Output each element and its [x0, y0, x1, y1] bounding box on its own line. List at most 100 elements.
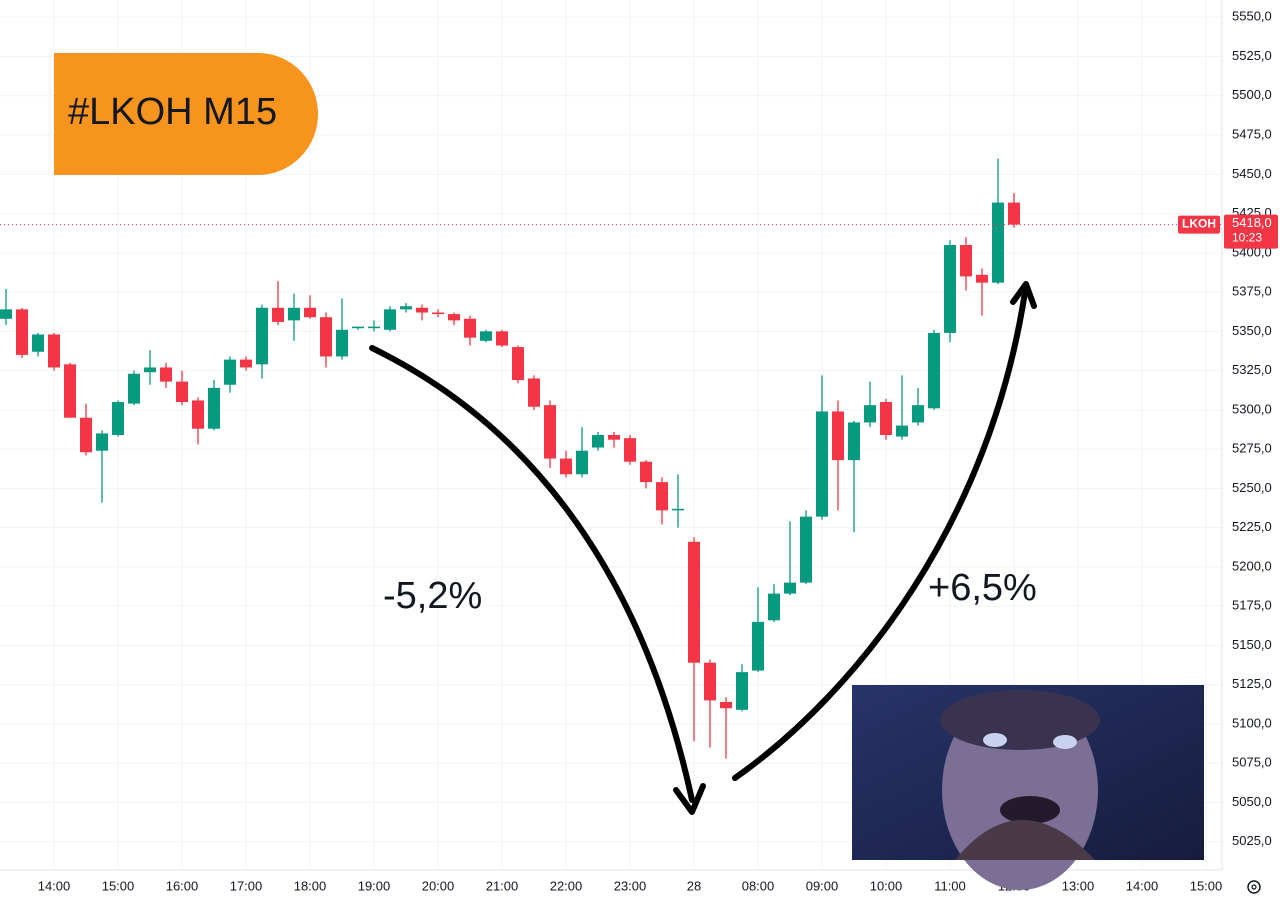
- photo-mouth: [1000, 796, 1060, 824]
- candle-body: [32, 334, 44, 352]
- candle-body: [656, 482, 668, 511]
- candle-body: [784, 582, 796, 594]
- symbol-label: LKOH: [1182, 217, 1216, 231]
- candle-body: [960, 244, 972, 277]
- y-tick-label: 5175,0: [1232, 598, 1272, 613]
- candle-body: [576, 450, 588, 475]
- y-tick-label: 5525,0: [1232, 48, 1272, 63]
- candle-body: [304, 307, 316, 318]
- candle-body: [288, 307, 300, 321]
- candle-body: [112, 402, 124, 435]
- candle-body: [368, 326, 380, 329]
- candle-body: [320, 317, 332, 357]
- candle-body: [96, 433, 108, 451]
- photo-eye: [1053, 735, 1077, 749]
- candle-body: [864, 405, 876, 423]
- candle-body: [880, 402, 892, 435]
- candles: [0, 158, 1222, 759]
- title-badge: [54, 53, 318, 175]
- candle-body: [352, 326, 364, 329]
- y-tick-label: 5500,0: [1232, 87, 1272, 102]
- x-tick-label: 13:00: [1062, 878, 1095, 893]
- x-tick-label: 17:00: [230, 878, 263, 893]
- x-tick-label: 23:00: [614, 878, 647, 893]
- candle-body: [160, 367, 172, 382]
- candle-body: [688, 541, 700, 663]
- y-tick-label: 5300,0: [1232, 401, 1272, 416]
- candle-body: [208, 387, 220, 429]
- y-tick-label: 5550,0: [1232, 9, 1272, 24]
- y-tick-label: 5200,0: [1232, 558, 1272, 573]
- settings-icon-center: [1251, 884, 1257, 890]
- photo-eye: [983, 733, 1007, 747]
- y-tick-label: 5475,0: [1232, 126, 1272, 141]
- price-badge: [1224, 214, 1278, 249]
- candle-body: [176, 381, 188, 403]
- candle-body: [816, 411, 828, 517]
- candle-body: [752, 621, 764, 671]
- y-tick-label: 5375,0: [1232, 284, 1272, 299]
- candle-body: [944, 244, 956, 333]
- y-tick-label: 5125,0: [1232, 676, 1272, 691]
- photo: [852, 685, 1204, 890]
- candle-body: [832, 411, 844, 461]
- candle-body: [416, 307, 428, 313]
- chart-title: #LKOH M15: [68, 91, 277, 133]
- drop-arrow: [369, 345, 695, 803]
- candle-body: [224, 359, 236, 385]
- x-tick-label: 15:00: [1190, 878, 1223, 893]
- candle-body: [976, 274, 988, 283]
- x-tick-label: 10:00: [870, 878, 903, 893]
- x-tick-label: 22:00: [550, 878, 583, 893]
- x-tick-label: 16:00: [166, 878, 199, 893]
- candle-body: [192, 400, 204, 429]
- candle-body: [64, 364, 76, 418]
- candle-body: [464, 318, 476, 338]
- candle-body: [800, 516, 812, 583]
- rise-arrow-head: [1010, 281, 1037, 309]
- x-tick-label: 11:00: [934, 878, 966, 893]
- candle-body: [144, 367, 156, 373]
- candle-body: [608, 435, 620, 440]
- axis-labels: 5025,0 5050,0 5075,0 5100,0 5125,0 5150,0 5175…: [38, 9, 1278, 893]
- candle-body: [128, 373, 140, 404]
- candle-body: [400, 306, 412, 310]
- x-tick-label: 21:00: [486, 878, 519, 893]
- drop-arrow-head: [673, 783, 706, 815]
- candle-body: [592, 435, 604, 448]
- x-tick-label: 09:00: [806, 878, 839, 893]
- candle-body: [544, 405, 556, 459]
- y-tick-label: 5325,0: [1232, 362, 1272, 377]
- y-tick-label: 5450,0: [1232, 166, 1272, 181]
- x-tick-label: 15:00: [102, 878, 135, 893]
- price-label: 5418,0: [1232, 215, 1272, 230]
- time-label: 10:23: [1232, 231, 1262, 245]
- x-tick-label: 20:00: [422, 878, 455, 893]
- candle-body: [448, 314, 460, 321]
- settings-icon[interactable]: [1247, 880, 1261, 894]
- candle-body: [912, 405, 924, 423]
- candle-body: [432, 312, 444, 315]
- candle-body: [336, 329, 348, 357]
- photo-beard: [955, 820, 1095, 860]
- x-tick-label: 19:00: [358, 878, 391, 893]
- candle-body: [848, 422, 860, 461]
- x-tick-label: 14:00: [38, 878, 71, 893]
- candle-body: [1008, 202, 1020, 225]
- y-tick-label: 5025,0: [1232, 833, 1272, 848]
- candle-body: [480, 331, 492, 341]
- candle-body: [992, 202, 1004, 283]
- candle-body: [896, 425, 908, 437]
- candle-body: [0, 309, 12, 319]
- y-tick-label: 5150,0: [1232, 637, 1272, 652]
- candle-body: [240, 359, 252, 368]
- candle-body: [272, 307, 284, 322]
- candle-body: [496, 331, 508, 346]
- x-tick-label: 28: [687, 878, 701, 893]
- candle-body: [624, 438, 636, 462]
- y-tick-label: 5350,0: [1232, 323, 1272, 338]
- candle-body: [736, 672, 748, 710]
- candle-body: [928, 332, 940, 409]
- y-tick-label: 5075,0: [1232, 755, 1272, 770]
